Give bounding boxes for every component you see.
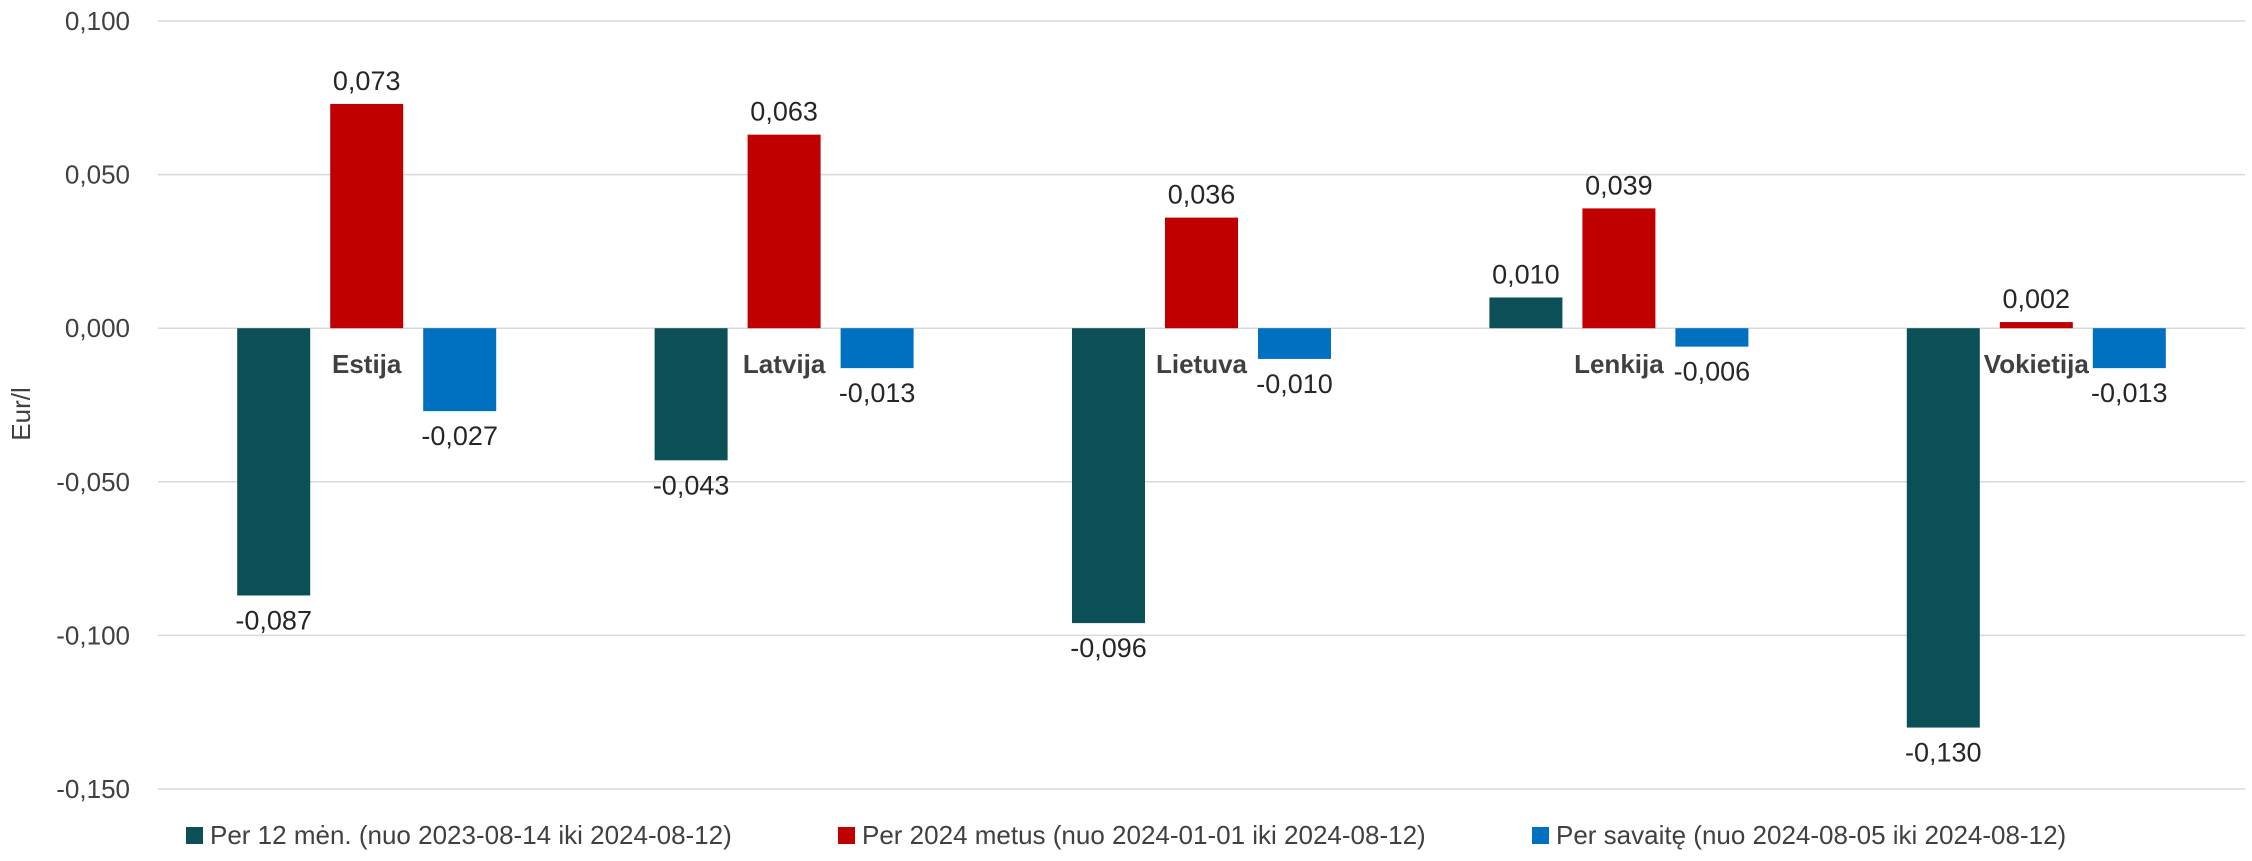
y-tick-label: -0,150 [56,774,130,804]
category-label: Vokietija [1984,349,2090,379]
category-label: Lenkija [1574,349,1664,379]
bar [2092,328,2166,369]
legend-swatch [838,827,855,844]
bar [1999,322,2073,329]
bar [747,134,821,329]
y-tick-label: -0,050 [56,467,130,497]
data-labels: -0,087 0,073 -0,027 -0,043 0,063 -0,013 -0,096… [235,66,2167,768]
data-label: -0,043 [653,470,730,500]
data-label: 0,039 [1585,170,1653,200]
data-label: -0,130 [1905,738,1982,768]
bar [1489,297,1563,329]
y-axis-title: Eur/l [6,387,36,440]
data-label: -0,027 [421,421,498,451]
bars [237,103,2166,728]
legend-label: Per savaitę (nuo 2024-08-05 iki 2024-08-… [1556,820,2066,850]
bar [237,328,311,596]
category-label: Estija [332,349,402,379]
category-label: Latvija [743,349,826,379]
legend-item: Per 2024 metus (nuo 2024-01-01 iki 2024-… [838,820,1426,850]
data-label: -0,010 [1256,369,1333,399]
y-tick-label: 0,000 [65,313,130,343]
y-tick-label: -0,100 [56,620,130,650]
bar [1582,208,1656,329]
legend-item: Per 12 mėn. (nuo 2023-08-14 iki 2024-08-… [186,820,732,850]
bar [1072,328,1145,624]
data-label: 0,063 [750,97,818,127]
data-label: 0,073 [333,66,401,96]
bar [1675,328,1749,347]
bar [840,328,914,369]
data-label: 0,010 [1492,259,1560,289]
bar [1165,217,1238,329]
bar [1258,328,1331,359]
bar [330,103,404,329]
bar [423,328,497,412]
data-label: -0,013 [839,378,916,408]
legend: Per 12 mėn. (nuo 2023-08-14 iki 2024-08-… [186,820,2066,850]
data-label: -0,096 [1070,633,1147,663]
data-label: -0,087 [235,605,312,635]
data-label: -0,006 [1674,357,1751,387]
data-label: 0,036 [1168,180,1236,210]
legend-swatch [186,827,203,844]
category-label: Lietuva [1156,349,1248,379]
legend-label: Per 12 mėn. (nuo 2023-08-14 iki 2024-08-… [210,820,732,850]
legend-swatch [1532,827,1549,844]
y-tick-label: 0,050 [65,160,130,190]
y-tick-label: 0,100 [65,6,130,36]
y-axis-tick-labels: 0,100 0,050 0,000 -0,050 -0,100 -0,150 [56,6,130,804]
legend-item: Per savaitę (nuo 2024-08-05 iki 2024-08-… [1532,820,2066,850]
bar [1906,328,1980,728]
legend-label: Per 2024 metus (nuo 2024-01-01 iki 2024-… [862,820,1426,850]
data-label: -0,013 [2091,378,2168,408]
bar [654,328,728,461]
data-label: 0,002 [2003,284,2071,314]
category-labels: Estija Latvija Lietuva Lenkija Vokietija [332,349,2089,379]
